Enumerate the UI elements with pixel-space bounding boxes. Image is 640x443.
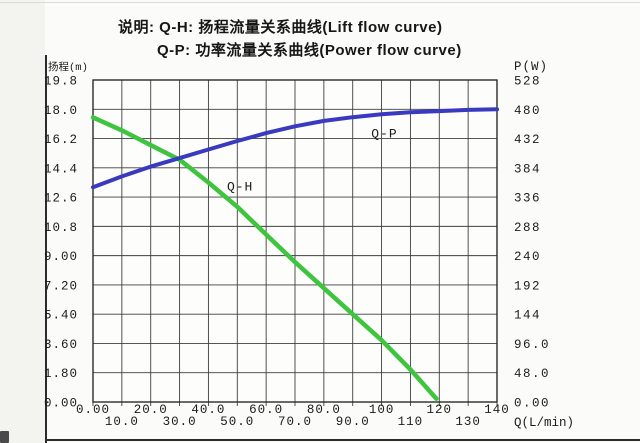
x-tick-label: 30.0 xyxy=(163,415,197,429)
qh-curve xyxy=(90,115,439,401)
y-right-axis-title: P(W) xyxy=(514,60,548,74)
x-tick-label: 80.0 xyxy=(307,403,341,417)
page-margin-strip xyxy=(0,0,45,443)
y-right-tick-label: 144 xyxy=(514,309,541,323)
y-left-tick-label: 0.00 xyxy=(44,397,78,411)
x-tick-label: 70.0 xyxy=(278,415,312,429)
legend-line-qp: Q-P: 功率流量关系曲线(Power flow curve) xyxy=(157,42,462,59)
y-right-tick-label: 528 xyxy=(514,75,541,89)
y-left-tick-label: 19.8 xyxy=(44,75,78,89)
y-right-tick-label: 384 xyxy=(514,162,541,176)
y-right-tick-label: 432 xyxy=(514,133,541,147)
y-left-tick-label: 14.4 xyxy=(44,162,78,176)
y-left-tick-label: 3.60 xyxy=(44,338,78,352)
x-tick-label: 110 xyxy=(398,415,424,429)
y-right-tick-label: 0.00 xyxy=(514,397,550,411)
x-tick-label: 20.0 xyxy=(134,403,168,417)
y-right-tick-label: 288 xyxy=(514,221,541,235)
x-axis-title: Q(L/min) xyxy=(514,416,574,430)
table-cell-border-bottom xyxy=(45,439,640,441)
qp-curve xyxy=(91,107,499,190)
x-tick-label: 120 xyxy=(427,403,453,417)
x-tick-label: 50.0 xyxy=(220,415,254,429)
x-tick-label: 40.0 xyxy=(191,403,225,417)
x-tick-label: 100 xyxy=(369,403,395,417)
y-left-tick-label: 10.8 xyxy=(44,221,78,235)
plot-border xyxy=(92,79,498,403)
x-tick-label: 130 xyxy=(455,415,481,429)
legend-line-qh: 说明: Q-H: 扬程流量关系曲线(Lift flow curve) xyxy=(118,19,443,36)
y-left-tick-label: 12.6 xyxy=(44,192,78,206)
y-left-tick-label: 16.2 xyxy=(44,133,78,147)
y-right-tick-label: 480 xyxy=(514,104,541,118)
x-tick-label: 140 xyxy=(484,403,510,417)
y-right-tick-label: 48.0 xyxy=(514,367,550,381)
scan-artifact-corner-smudge xyxy=(0,431,9,443)
y-right-tick-label: 240 xyxy=(514,250,541,264)
chart-legend: 说明: Q-H: 扬程流量关系曲线(Lift flow curve) Q-P: … xyxy=(118,16,538,62)
y-left-axis-title: 扬程(m) xyxy=(48,60,88,74)
y-left-tick-label: 18.0 xyxy=(44,104,78,118)
y-right-tick-label: 192 xyxy=(514,279,541,293)
y-right-tick-label: 336 xyxy=(514,192,541,206)
x-tick-label: 0.00 xyxy=(76,403,110,417)
y-left-tick-label: 5.40 xyxy=(44,309,78,323)
scan-artifact-top-line xyxy=(0,2,640,3)
y-right-tick-label: 96.0 xyxy=(514,338,550,352)
qh-curve-label: Q-H xyxy=(227,180,253,195)
x-tick-label: 60.0 xyxy=(249,403,283,417)
y-left-tick-label: 1.80 xyxy=(44,367,78,381)
qp-curve-label: Q-P xyxy=(371,126,397,141)
table-cell-border-left xyxy=(45,55,47,443)
y-left-tick-label: 7.20 xyxy=(44,279,78,293)
y-left-tick-label: 9.00 xyxy=(44,250,78,264)
x-tick-label: 90.0 xyxy=(336,415,370,429)
x-tick-label: 10.0 xyxy=(105,415,139,429)
